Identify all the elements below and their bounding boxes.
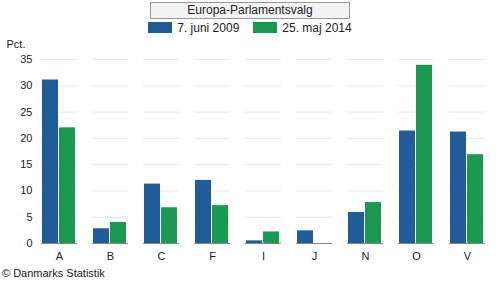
svg-text:I: I bbox=[262, 250, 265, 262]
svg-text:F: F bbox=[209, 250, 216, 262]
svg-text:15: 15 bbox=[20, 158, 32, 170]
svg-text:5: 5 bbox=[26, 211, 32, 223]
svg-text:0: 0 bbox=[26, 237, 32, 249]
svg-text:V: V bbox=[464, 250, 472, 262]
svg-text:25: 25 bbox=[20, 106, 32, 118]
svg-text:B: B bbox=[107, 250, 114, 262]
svg-text:C: C bbox=[158, 250, 166, 262]
svg-text:Pct.: Pct. bbox=[7, 38, 26, 50]
svg-text:20: 20 bbox=[20, 132, 32, 144]
svg-text:O: O bbox=[412, 250, 421, 262]
svg-text:A: A bbox=[56, 250, 64, 262]
svg-text:30: 30 bbox=[20, 79, 32, 91]
svg-text:35: 35 bbox=[20, 53, 32, 65]
svg-text:J: J bbox=[312, 250, 318, 262]
html-text:© Danmarks Statistik: © Danmarks Statistik bbox=[2, 267, 105, 279]
svg-text:10: 10 bbox=[20, 184, 32, 196]
html-text:7. juni 2009: 7. juni 2009 bbox=[177, 21, 240, 35]
svg-text:N: N bbox=[362, 250, 370, 262]
html-text:25. maj 2014: 25. maj 2014 bbox=[282, 21, 352, 35]
html-text:Europa-Parlamentsvalg: Europa-Parlamentsvalg bbox=[187, 3, 313, 17]
